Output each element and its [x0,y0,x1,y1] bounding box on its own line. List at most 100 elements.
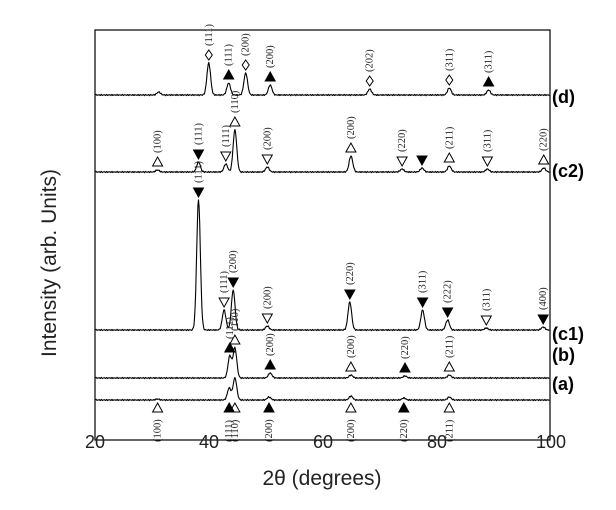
hkl-label-c2-6: (220) [397,129,408,152]
plot-frame [94,29,551,441]
marker-c2-filled-down-1 [192,149,205,161]
hkl-label-d-3: (200) [265,45,276,68]
hkl-label-c2-3: (110) [230,90,241,113]
marker-a-filled-up-5 [397,401,410,413]
diffraction-patterns [95,61,550,402]
marker-a-filled-up-3 [263,401,275,413]
hkl-label-c1-5: (311) [418,270,429,293]
hkl-label-a-6: (211) [444,419,455,442]
hkl-labels: (111)(111) (200)(200) (202) (311) (311)(100)… [153,24,550,442]
trace-label-d: (d) [552,87,575,107]
marker-c2-open-up-3 [229,115,241,127]
hkl-label-c1-2: (200) [228,250,239,273]
x-axis-title: 2θ (degrees) [262,467,381,490]
pattern-c2 [95,128,550,174]
x-tick-label-80: 80 [427,432,447,452]
hkl-label-c1-0: (111) [194,161,205,183]
hkl-label-b-2: (200) [265,333,276,356]
marker-c1-filled-down-4 [343,289,356,301]
marker-c1-filled-down-2 [227,277,240,289]
hkl-label-c2-8: (211) [444,126,455,149]
pattern-b [95,346,550,380]
marker-c1-filled-down-5 [416,297,429,309]
hkl-label-a-2: (110) [230,419,241,442]
marker-c1-open-down-7 [480,315,493,327]
marker-b-open-up-5 [443,360,456,372]
hkl-label-c1-3: (200) [262,286,273,309]
hkl-label-c1-4: (220) [345,262,356,285]
marker-c1-filled-down-0 [192,187,205,199]
marker-a-open-up-2 [229,401,241,413]
marker-c2-open-down-4 [261,154,274,166]
marker-d-filled-up-1 [222,68,235,80]
hkl-label-d-4: (202) [365,49,376,72]
trace-label-a: (a) [552,374,574,394]
hkl-label-a-0: (100) [153,419,164,442]
hkl-label-d-5: (311) [444,48,455,71]
marker-c2-open-down-6 [396,156,408,168]
marker-c1-open-down-1 [218,297,230,309]
hkl-label-c1-1: (111) [219,271,230,293]
marker-c2-open-down-2 [219,151,232,163]
marker-b-filled-up-2 [264,358,277,370]
hkl-label-c2-5: (200) [346,116,357,139]
pattern-d [95,61,550,97]
hkl-label-b-3: (200) [346,335,357,358]
hkl-label-b-0: (111) [225,317,236,339]
marker-c2-open-up-5 [345,141,357,153]
hkl-label-d-0: (111) [204,24,215,46]
hkl-label-b-1: (110) [230,308,241,331]
y-axis-title: Intensity (arb. Units) [38,169,61,357]
hkl-label-a-4: (200) [346,419,357,442]
hkl-label-c1-7: (311) [481,288,492,311]
marker-d-diamond-2 [241,59,250,71]
pattern-a [95,376,550,402]
x-tick-label-20: 20 [85,432,105,452]
hkl-label-c2-9: (311) [482,129,493,152]
phase-markers [151,49,550,413]
hkl-label-b-4: (220) [400,336,411,359]
marker-b-open-up-1 [229,333,241,345]
hkl-label-a-3: (200) [264,419,275,442]
hkl-label-c2-10: (220) [539,128,550,151]
marker-c1-filled-down-8 [537,314,550,326]
marker-a-open-up-4 [345,401,357,413]
marker-a-open-up-6 [443,401,456,413]
marker-c2-open-down-9 [481,156,494,168]
hkl-label-b-5: (211) [444,335,455,358]
hkl-label-c2-0: (100) [153,130,164,153]
marker-c2-filled-down-7 [416,155,428,167]
marker-c1-open-down-3 [261,313,274,325]
hkl-label-c1-8: (400) [538,287,549,310]
hkl-label-c2-4: (200) [262,127,273,150]
x-tick-label-60: 60 [313,432,333,452]
marker-c2-open-up-0 [151,155,164,167]
marker-d-diamond-4 [365,75,374,87]
marker-c1-filled-down-6 [441,307,454,319]
marker-b-open-up-3 [345,360,357,372]
marker-d-filled-up-3 [264,70,277,82]
marker-d-diamond-0 [204,49,213,61]
hkl-label-c1-6: (222) [443,280,454,303]
marker-d-diamond-5 [445,74,454,86]
hkl-label-d-2: (200) [241,33,252,56]
hkl-label-d-1: (111) [224,44,235,66]
trace-label-b: (b) [552,345,575,365]
marker-d-filled-up-6 [482,75,495,87]
hkl-label-a-1: (111) [224,420,235,442]
trace-label-c1: (c1) [552,324,584,344]
hkl-label-a-5: (220) [399,419,410,442]
marker-b-filled-up-4 [399,361,411,373]
hkl-label-d-6: (311) [484,50,495,73]
pattern-c1 [95,199,550,332]
marker-a-open-up-0 [151,401,164,413]
marker-c2-open-up-10 [537,153,550,165]
x-tick-label-100: 100 [536,432,566,452]
hkl-label-c2-1: (111) [194,123,205,145]
trace-label-c2: (c2) [552,161,584,181]
hkl-label-c2-2: (111) [221,125,232,147]
marker-c2-open-up-8 [443,151,456,163]
marker-b-filled-up-0 [223,341,236,353]
x-tick-label-40: 40 [199,432,219,452]
